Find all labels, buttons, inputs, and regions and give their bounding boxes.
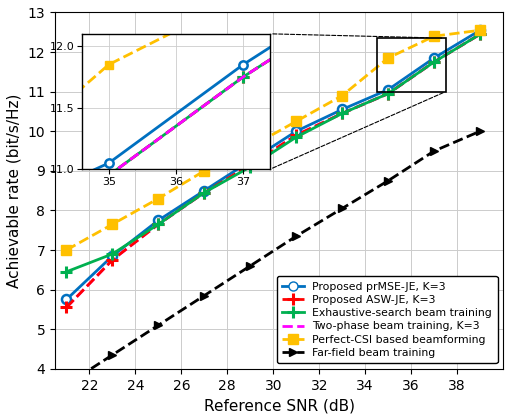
- Bar: [376, 38, 445, 92]
- X-axis label: Reference SNR (dB): Reference SNR (dB): [203, 398, 354, 413]
- Legend: Proposed prMSE-JE, K=3, Proposed ASW-JE, K=3, Exhaustive-search beam training, T: Proposed prMSE-JE, K=3, Proposed ASW-JE,…: [276, 276, 497, 363]
- Y-axis label: Achievable rate (bit/s/Hz): Achievable rate (bit/s/Hz): [7, 93, 22, 288]
